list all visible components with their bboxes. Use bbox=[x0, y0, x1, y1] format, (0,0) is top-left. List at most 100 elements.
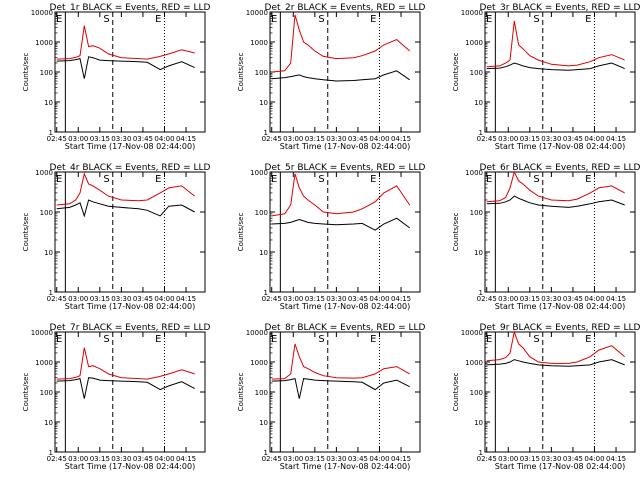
x-tick-label: 03:45 bbox=[563, 135, 583, 143]
detector-panel-1: Det_1r BLACK = Events, RED = LLD 1 10 100 10… bbox=[22, 3, 211, 151]
x-tick-label: 04:15 bbox=[391, 135, 411, 143]
marker-label: E bbox=[155, 14, 161, 25]
y-axis-label: Counts/sec bbox=[237, 213, 245, 252]
x-tick-label: 02:45 bbox=[47, 455, 67, 463]
y-tick-label: 1 bbox=[264, 449, 268, 457]
plot-frame bbox=[269, 171, 421, 293]
x-tick-label: 03:15 bbox=[520, 135, 540, 143]
series-line-lld bbox=[271, 173, 411, 217]
detector-panel-7: Det_7r BLACK = Events, RED = LLD 1 10 100 10… bbox=[22, 323, 211, 471]
plot-frame bbox=[484, 331, 636, 453]
x-tick-label: 03:30 bbox=[326, 135, 346, 143]
marker-label: E bbox=[585, 334, 591, 345]
marker-label: E bbox=[370, 14, 376, 25]
y-tick-label: 1 bbox=[479, 449, 483, 457]
series-line-events bbox=[486, 195, 625, 208]
x-tick-label: 03:15 bbox=[305, 295, 325, 303]
x-tick-label: 03:30 bbox=[111, 295, 131, 303]
marker-label: S bbox=[318, 334, 324, 345]
x-tick-label: 03:00 bbox=[283, 135, 303, 143]
x-tick-label: 03:30 bbox=[326, 295, 346, 303]
marker-label: E bbox=[155, 174, 161, 185]
panel-title: Det_6r BLACK = Events, RED = LLD bbox=[480, 163, 640, 173]
x-tick-label: 04:00 bbox=[369, 295, 389, 303]
series-line-lld bbox=[56, 172, 196, 206]
x-tick-label: 04:15 bbox=[606, 455, 626, 463]
y-tick-label: 100 bbox=[470, 209, 483, 217]
marker-label: E bbox=[56, 334, 62, 345]
y-tick-label: 100 bbox=[470, 389, 483, 397]
detector-panel-5: Det_5r BLACK = Events, RED = LLD 1 10 100 10… bbox=[237, 163, 426, 311]
x-axis-label: Start Time (17-Nov-08 02:44:00) bbox=[495, 302, 625, 311]
y-axis-label: Counts/sec bbox=[452, 213, 460, 252]
y-tick-label: 1000 bbox=[35, 359, 53, 367]
panel-title: Det_3r BLACK = Events, RED = LLD bbox=[480, 3, 640, 13]
x-tick-label: 02:45 bbox=[47, 295, 67, 303]
x-tick-label: 03:00 bbox=[68, 295, 88, 303]
x-tick-label: 03:30 bbox=[326, 455, 346, 463]
x-tick-label: 04:15 bbox=[176, 135, 196, 143]
x-tick-label: 03:45 bbox=[348, 295, 368, 303]
x-tick-label: 03:45 bbox=[133, 295, 153, 303]
y-tick-label: 10000 bbox=[31, 329, 53, 337]
series-line-lld bbox=[486, 20, 625, 68]
y-tick-label: 10 bbox=[44, 249, 53, 257]
plot-frame bbox=[269, 331, 421, 453]
x-tick-label: 03:30 bbox=[111, 135, 131, 143]
y-tick-label: 10000 bbox=[461, 329, 483, 337]
marker-label: S bbox=[533, 174, 539, 185]
x-axis-label: Start Time (17-Nov-08 02:44:00) bbox=[280, 142, 410, 151]
y-tick-label: 1 bbox=[49, 289, 53, 297]
series-line-events bbox=[56, 199, 195, 218]
x-tick-label: 03:30 bbox=[541, 135, 561, 143]
y-tick-label: 1000 bbox=[465, 359, 483, 367]
y-tick-label: 1000 bbox=[465, 169, 483, 177]
x-tick-label: 03:15 bbox=[520, 455, 540, 463]
x-tick-label: 02:45 bbox=[262, 455, 282, 463]
y-tick-label: 1000 bbox=[35, 39, 53, 47]
y-tick-label: 10000 bbox=[31, 9, 53, 17]
y-axis-label: Counts/sec bbox=[22, 373, 30, 412]
x-tick-label: 02:45 bbox=[477, 295, 497, 303]
marker-label: E bbox=[486, 334, 492, 345]
panel-title: Det_1r BLACK = Events, RED = LLD bbox=[50, 3, 211, 13]
y-tick-label: 100 bbox=[40, 209, 53, 217]
plot-frame bbox=[484, 11, 636, 133]
y-tick-label: 1000 bbox=[250, 39, 268, 47]
x-tick-label: 02:45 bbox=[262, 295, 282, 303]
y-tick-label: 100 bbox=[40, 69, 53, 77]
series-line-lld bbox=[271, 14, 411, 73]
detector-panel-4: Det_4r BLACK = Events, RED = LLD 1 10 100 10… bbox=[22, 163, 211, 311]
detector-panel-2: Det_2r BLACK = Events, RED = LLD 1 10 100 10… bbox=[237, 3, 426, 151]
detector-panel-6: Det_6r BLACK = Events, RED = LLD 1 10 100 10… bbox=[452, 163, 640, 311]
x-tick-label: 04:00 bbox=[154, 295, 174, 303]
marker-label: E bbox=[271, 334, 277, 345]
x-tick-label: 03:30 bbox=[111, 455, 131, 463]
marker-label: S bbox=[103, 334, 109, 345]
series-line-lld bbox=[56, 25, 195, 60]
x-tick-label: 03:15 bbox=[90, 455, 110, 463]
detector-panel-8: Det_8r BLACK = Events, RED = LLD 1 10 100 10… bbox=[237, 323, 426, 471]
marker-label: E bbox=[486, 174, 492, 185]
y-tick-label: 10000 bbox=[461, 9, 483, 17]
y-axis-label: Counts/sec bbox=[237, 53, 245, 92]
y-tick-label: 100 bbox=[255, 389, 268, 397]
x-tick-label: 03:45 bbox=[563, 295, 583, 303]
x-tick-label: 03:15 bbox=[90, 135, 110, 143]
x-tick-label: 03:00 bbox=[68, 135, 88, 143]
y-axis-label: Counts/sec bbox=[452, 373, 460, 412]
x-tick-label: 03:45 bbox=[348, 455, 368, 463]
x-tick-label: 03:15 bbox=[305, 455, 325, 463]
y-tick-label: 1 bbox=[264, 289, 268, 297]
series-line-lld bbox=[486, 170, 625, 203]
y-tick-label: 1000 bbox=[465, 39, 483, 47]
y-tick-label: 10 bbox=[259, 419, 268, 427]
marker-label: E bbox=[56, 174, 62, 185]
marker-label: E bbox=[370, 334, 376, 345]
series-line-events bbox=[271, 377, 410, 399]
x-tick-label: 04:00 bbox=[369, 455, 389, 463]
x-tick-label: 02:45 bbox=[477, 135, 497, 143]
y-tick-label: 10 bbox=[259, 249, 268, 257]
x-axis-label: Start Time (17-Nov-08 02:44:00) bbox=[280, 462, 410, 471]
marker-label: E bbox=[486, 14, 492, 25]
